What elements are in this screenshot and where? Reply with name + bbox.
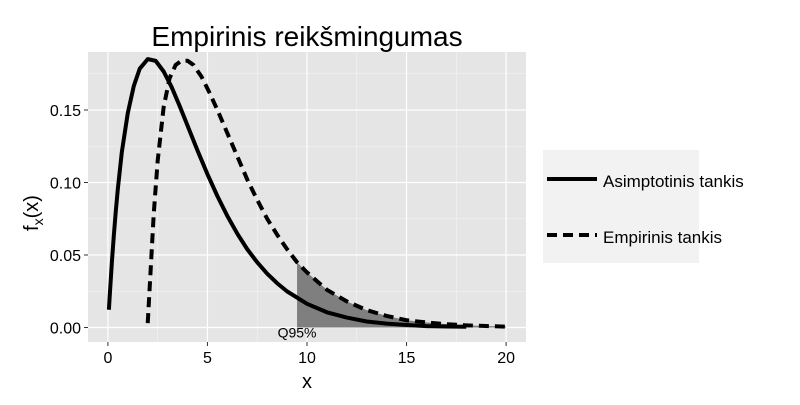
y-axis-title-tail: (x): [21, 195, 43, 218]
y-tick-label: 0.00: [50, 321, 81, 338]
legend-label: Asimptotinis tankis: [603, 172, 744, 191]
shaded-region: [297, 262, 507, 328]
x-tick-label: 15: [398, 350, 416, 367]
series-line-empirinis: [145, 58, 507, 329]
series-layer: [106, 57, 507, 329]
series-line-asimptotinis: [106, 57, 467, 329]
y-axis-title: fx(x): [21, 195, 46, 231]
quantile-label: Q95%: [278, 325, 317, 341]
x-tick-label: 10: [298, 350, 316, 367]
x-tick-label: 5: [203, 350, 212, 367]
legend: Asimptotinis tankis Empirinis tankis: [543, 150, 744, 263]
grid-lines: [88, 52, 526, 342]
legend-label: Empirinis tankis: [603, 228, 722, 247]
y-tick-label: 0.15: [50, 103, 81, 120]
chart-title: Empirinis reikšmingumas: [151, 21, 462, 52]
y-tick-label: 0.10: [50, 176, 81, 193]
y-axis-title-base: f: [21, 225, 43, 231]
x-tick-label: 20: [497, 350, 515, 367]
axes: 0 5 10 15 20 0.00 0.05 0.10 0.15: [50, 103, 515, 367]
x-axis-title: x: [302, 371, 312, 393]
y-tick-label: 0.05: [50, 248, 81, 265]
x-tick-label: 0: [103, 350, 112, 367]
y-axis-title-sub: x: [30, 218, 46, 225]
q95-shaded-area: [297, 262, 507, 328]
